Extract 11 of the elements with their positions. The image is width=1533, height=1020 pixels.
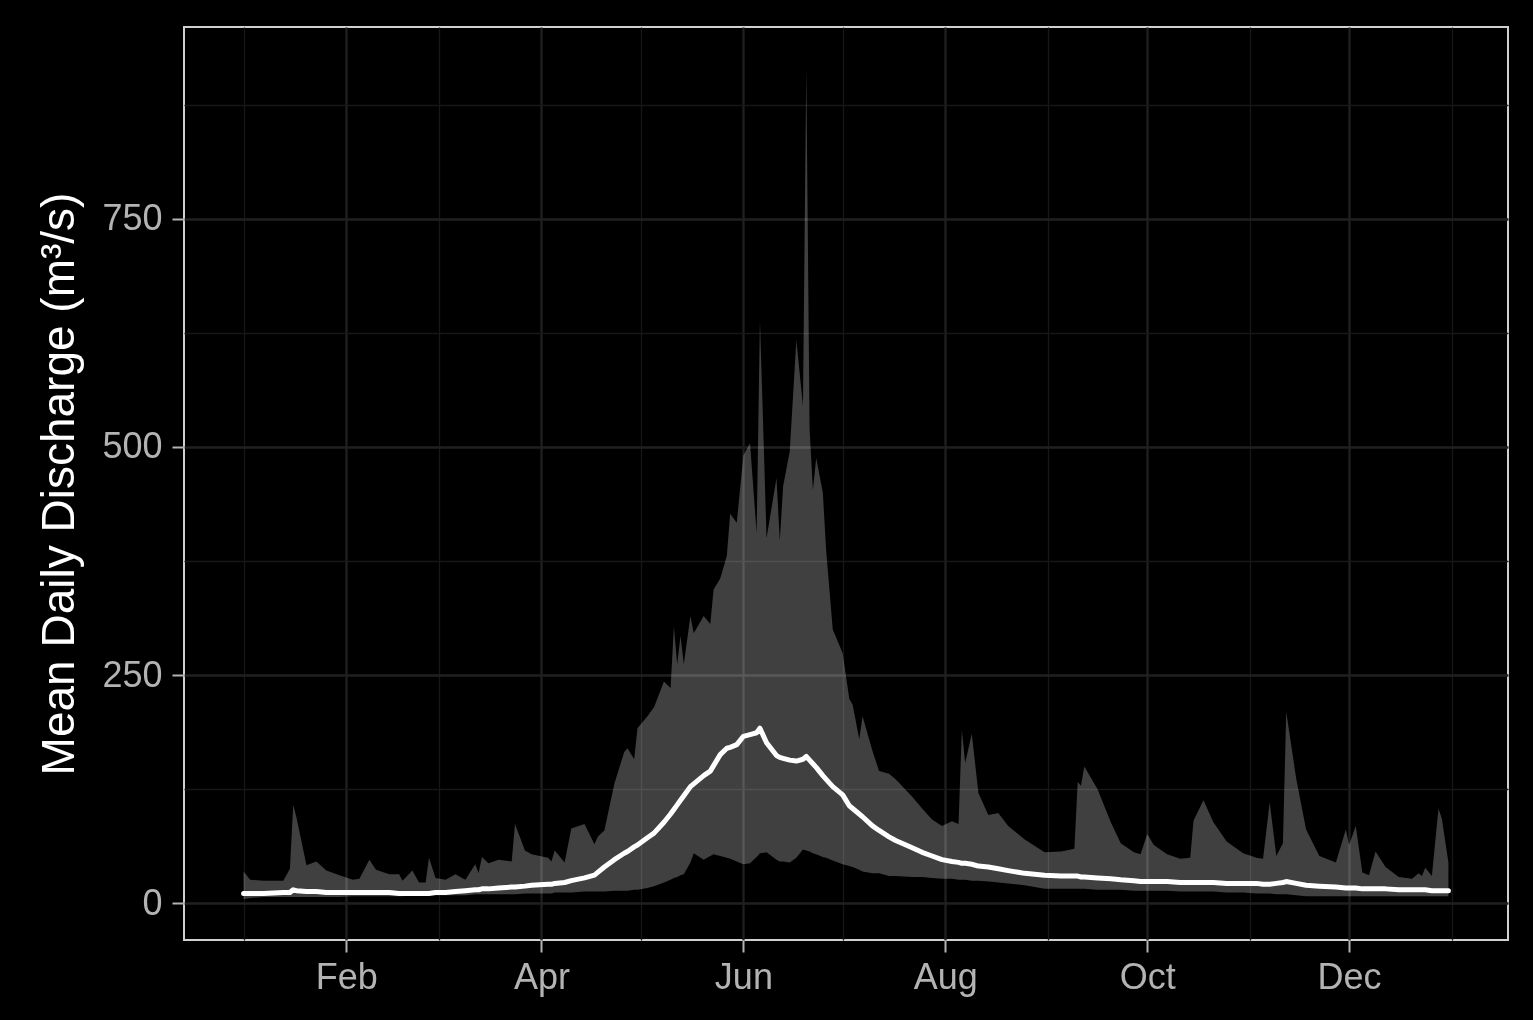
y-tick-label: 750	[102, 197, 163, 239]
x-tick-label: Oct	[1119, 955, 1176, 997]
y-tick-label: 500	[102, 425, 163, 467]
x-tick-label: Dec	[1317, 955, 1382, 997]
x-tick-label: Aug	[913, 955, 978, 997]
x-tick-label: Jun	[714, 955, 773, 997]
x-tick-label: Feb	[315, 955, 378, 997]
x-tick-label: Apr	[513, 955, 570, 997]
y-tick-label: 250	[102, 653, 163, 695]
y-axis-title: Mean Daily Discharge (m³/s)	[32, 192, 85, 776]
y-tick-label: 0	[142, 881, 163, 923]
